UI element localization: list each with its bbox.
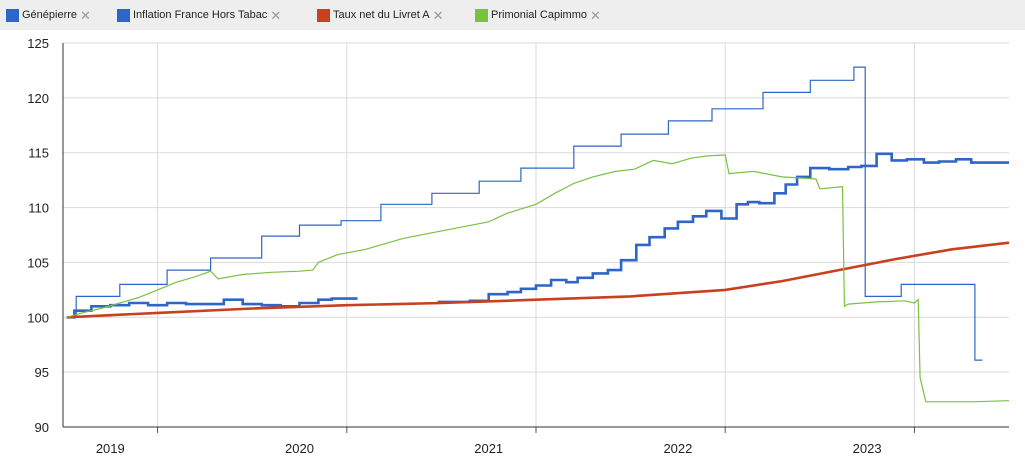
legend-swatch	[475, 8, 488, 22]
y-tick-label: 110	[28, 201, 49, 216]
tick-labels: 90 95 100 105 110 115 120 125 2019 2020 2021 2022 20…	[27, 36, 881, 456]
legend-item-capimmo[interactable]: Primonial Capimmo ✕	[475, 7, 601, 23]
axes	[62, 43, 1009, 433]
legend-label: Taux net du Livret A	[333, 9, 430, 21]
y-tick-label: 125	[27, 36, 49, 51]
legend-item-genepierre[interactable]: Génépierre ✕	[6, 7, 91, 23]
series-line-0	[66, 66, 983, 361]
legend-swatch	[6, 8, 19, 22]
x-tick-label: 2021	[474, 441, 503, 456]
y-tick-label: 115	[28, 146, 49, 161]
y-tick-label: 120	[27, 91, 49, 106]
series-layer	[66, 66, 1010, 403]
y-tick-label: 105	[27, 255, 49, 270]
legend-item-inflation[interactable]: Inflation France Hors Tabac ✕	[117, 7, 281, 23]
legend: Génépierre ✕ Inflation France Hors Tabac…	[0, 0, 1025, 30]
series-line-3	[66, 154, 1010, 403]
grid	[63, 42, 1009, 428]
x-tick-label: 2022	[663, 441, 692, 456]
legend-swatch	[317, 8, 330, 22]
legend-swatch	[117, 8, 130, 22]
remove-series-icon[interactable]: ✕	[270, 7, 282, 23]
legend-label: Primonial Capimmo	[491, 9, 587, 21]
series-line-1	[66, 152, 1009, 319]
remove-series-icon[interactable]: ✕	[589, 7, 601, 23]
series-line-2	[66, 241, 1010, 319]
y-tick-label: 90	[35, 420, 49, 435]
x-tick-label: 2020	[285, 441, 314, 456]
x-tick-label: 2019	[96, 441, 125, 456]
y-tick-label: 100	[27, 310, 49, 325]
legend-label: Inflation France Hors Tabac	[133, 9, 268, 21]
remove-series-icon[interactable]: ✕	[80, 7, 91, 23]
legend-label: Génépierre	[22, 9, 78, 21]
y-tick-label: 95	[35, 365, 49, 380]
line-chart: 90 95 100 105 110 115 120 125 2019 2020 2021 2022 20…	[27, 36, 1010, 456]
legend-item-livret-a[interactable]: Taux net du Livret A ✕	[317, 7, 444, 23]
remove-series-icon[interactable]: ✕	[432, 7, 444, 23]
x-tick-label: 2023	[853, 441, 882, 456]
